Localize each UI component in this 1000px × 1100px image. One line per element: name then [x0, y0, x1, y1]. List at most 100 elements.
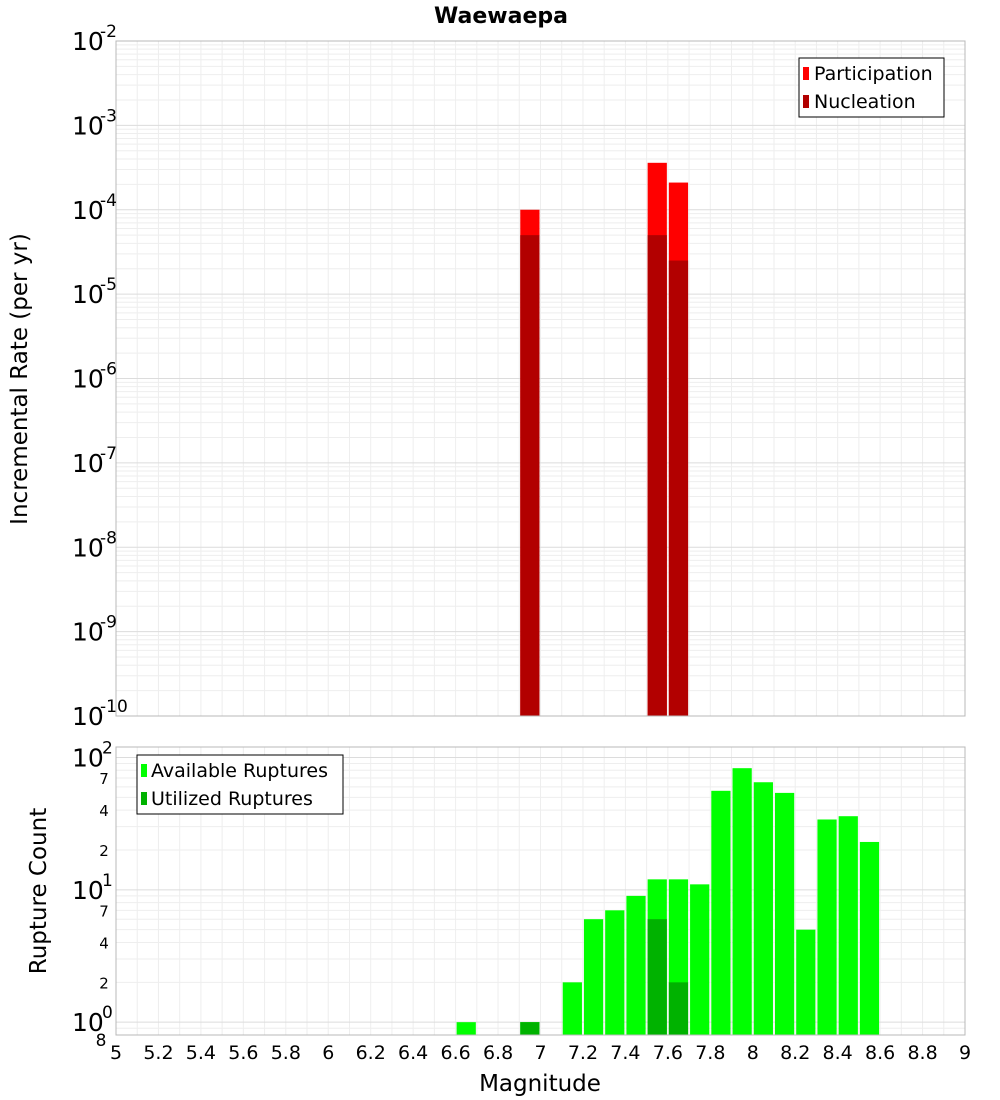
top-y-tick-exponent: -10: [100, 697, 128, 717]
bottom-bar-available-ruptures: [605, 910, 625, 1035]
x-tick-label: 7.8: [695, 1042, 725, 1064]
top-y-tick-exponent: -2: [100, 22, 117, 42]
top-y-tick-base: 10: [72, 196, 104, 225]
bottom-y-minor-tick-label: 7: [99, 902, 109, 920]
x-tick-label: 7: [534, 1042, 546, 1064]
top-y-tick-exponent: -3: [100, 106, 117, 126]
x-tick-label: 8.4: [823, 1042, 853, 1064]
x-tick-label: 5.8: [271, 1042, 301, 1064]
bottom-bar-available-ruptures: [753, 782, 773, 1035]
bottom-bar-available-ruptures: [838, 816, 858, 1035]
top-y-tick-label: 10-7: [72, 444, 117, 478]
bottom-bar-available-ruptures: [626, 895, 646, 1035]
top-y-tick-exponent: -6: [100, 360, 117, 380]
top-y-tick-exponent: -4: [100, 191, 117, 211]
bottom-y-tick-label: 102: [72, 738, 113, 772]
legend-swatch-participation: [803, 67, 809, 80]
top-y-tick-base: 10: [72, 533, 104, 562]
top-y-tick-label: 10-6: [72, 360, 117, 394]
x-tick-label: 8.8: [907, 1042, 937, 1064]
legend-swatch-nucleation: [803, 95, 809, 108]
x-tick-label: 5: [110, 1042, 122, 1064]
bottom-y-minor-tick-label: 4: [99, 934, 109, 952]
top-y-tick-base: 10: [72, 449, 104, 478]
bottom-bar-available-ruptures: [817, 819, 837, 1035]
bottom-bar-available-ruptures: [562, 982, 582, 1035]
top-grid: [116, 40, 966, 717]
chart-title: Waewaepa: [434, 4, 568, 29]
legend-swatch-available-ruptures: [141, 764, 147, 777]
top-y-tick-base: 10: [72, 111, 104, 140]
bottom-y-axis-label: Rupture Count: [26, 808, 52, 974]
x-tick-label: 7.2: [568, 1042, 598, 1064]
top-bars: [520, 162, 689, 716]
top-legend-box: [798, 57, 945, 118]
bottom-y-minor-tick-label: 2: [99, 974, 109, 992]
top-y-tick-label: 10-3: [72, 106, 117, 140]
legend-label-nucleation: Nucleation: [814, 91, 916, 113]
bottom-y-minor-tick-label: 4: [99, 802, 109, 820]
x-tick-label: 8.2: [780, 1042, 810, 1064]
x-tick-label: 5.2: [143, 1042, 173, 1064]
top-y-tick-base: 10: [72, 365, 104, 394]
top-bar-nucleation: [520, 235, 540, 716]
bottom-bar-utilized-ruptures: [647, 919, 667, 1035]
top-plot-frame: [115, 40, 966, 717]
top-bar-nucleation: [647, 235, 667, 716]
bottom-bar-utilized-ruptures: [520, 1022, 540, 1035]
x-tick-label: 5.4: [186, 1042, 216, 1064]
x-tick-label: 7.6: [653, 1042, 683, 1064]
x-tick-label: 6.8: [483, 1042, 513, 1064]
x-tick-label: 9: [959, 1042, 971, 1064]
top-y-tick-base: 10: [72, 27, 104, 56]
top-y-tick-label: 10-8: [72, 528, 117, 562]
top-legend: Participation Nucleation: [798, 57, 945, 118]
top-bar-nucleation: [668, 260, 689, 716]
bottom-legend-box: [136, 754, 344, 815]
x-tick-label: 7.4: [610, 1042, 640, 1064]
bottom-y-minor-tick-label: 2: [99, 842, 109, 860]
bottom-y-tick-base: 10: [72, 1008, 104, 1037]
x-tick-label: 6: [322, 1042, 334, 1064]
bottom-bar-available-ruptures: [690, 884, 710, 1035]
x-tick-label: 8: [747, 1042, 759, 1064]
top-y-tick-exponent: -7: [100, 444, 117, 464]
top-y-tick-label: 10-2: [72, 22, 117, 56]
legend-label-utilized-ruptures: Utilized Ruptures: [151, 788, 313, 810]
bottom-bar-available-ruptures: [732, 768, 752, 1035]
legend-label-participation: Participation: [814, 63, 933, 85]
top-y-tick-label: 10-9: [72, 613, 117, 647]
bottom-bars: [456, 768, 880, 1035]
x-tick-label: 6.4: [398, 1042, 428, 1064]
x-tick-label: 6.6: [440, 1042, 470, 1064]
top-y-tick-exponent: -8: [100, 528, 117, 548]
legend-label-available-ruptures: Available Ruptures: [151, 760, 328, 782]
bottom-bar-available-ruptures: [583, 919, 604, 1035]
top-y-axis-label: Incremental Rate (per yr): [7, 233, 33, 525]
top-y-tick-label: 10-10: [72, 697, 128, 731]
bottom-y-minor-tick-label: 8: [96, 1031, 107, 1051]
bottom-y-tick-base: 10: [72, 743, 104, 772]
x-tick-labels: 5 5.2 5.4 5.6 5.8 6 6.2 6.4 6.6 6.8 7 7.2 7.4 7.6 7.8 8…: [110, 1042, 971, 1064]
bottom-y-tick-label: 101: [72, 871, 113, 905]
top-y-tick-base: 10: [72, 618, 104, 647]
top-y-tick-base: 10: [72, 280, 104, 309]
legend-swatch-utilized-ruptures: [141, 792, 147, 805]
bottom-bar-available-ruptures: [711, 790, 731, 1035]
bottom-bar-available-ruptures: [796, 929, 816, 1035]
x-axis-label: Magnitude: [479, 1071, 601, 1097]
top-y-tick-label: 10-5: [72, 275, 117, 309]
top-y-tick-label: 10-4: [72, 191, 117, 225]
x-tick-label: 6.2: [356, 1042, 386, 1064]
x-tick-label: 5.6: [228, 1042, 258, 1064]
bottom-y-minor-tick-label: 7: [99, 770, 109, 788]
bottom-plot-frame: [115, 746, 966, 1036]
bottom-legend: Available Ruptures Utilized Ruptures: [136, 754, 344, 815]
bottom-y-tick-exponent: 0: [102, 1003, 113, 1023]
bottom-bar-available-ruptures: [774, 792, 795, 1035]
x-tick-label: 8.6: [865, 1042, 895, 1064]
bottom-y-tick-exponent: 2: [102, 738, 113, 758]
